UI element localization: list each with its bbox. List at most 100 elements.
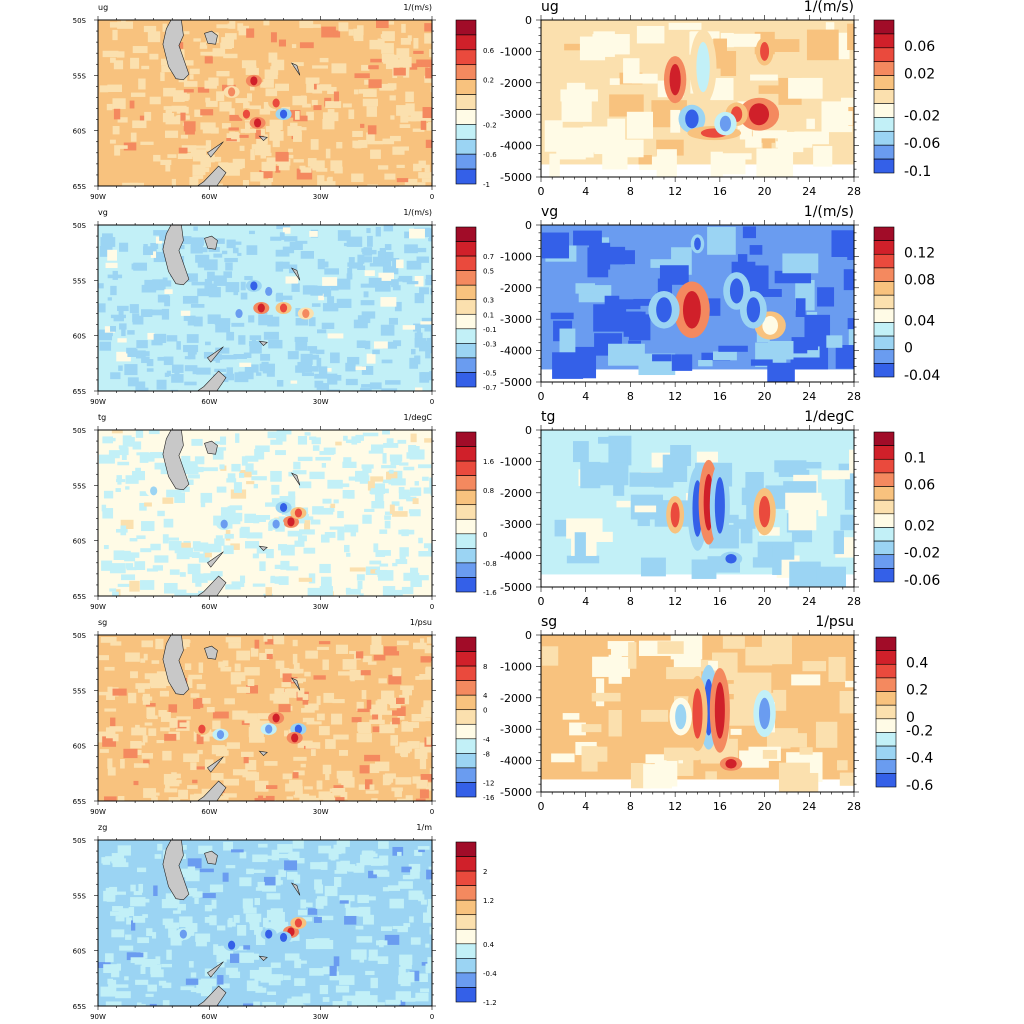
map-cell xyxy=(370,977,378,989)
map-cell xyxy=(282,227,291,234)
section-cell xyxy=(847,23,854,51)
map-cell xyxy=(131,727,147,736)
map-cell xyxy=(192,175,204,179)
section-cell xyxy=(636,25,665,44)
map-cell xyxy=(167,154,177,158)
map-cell xyxy=(131,920,136,931)
colorbar-label: 0.02 xyxy=(904,518,935,534)
map-cell xyxy=(339,975,355,985)
map-cell xyxy=(190,972,197,978)
colorbar-swatch xyxy=(455,885,477,901)
map-cell xyxy=(169,718,178,728)
map-cell xyxy=(204,759,214,770)
map-cell xyxy=(311,303,321,307)
map-cell xyxy=(259,170,273,179)
panel-units: 1/(m/s) xyxy=(804,0,854,15)
map-cell xyxy=(342,490,355,499)
colorbar-swatch xyxy=(455,94,477,110)
map-cell xyxy=(187,349,197,355)
map-cell xyxy=(275,151,289,162)
map-anomaly xyxy=(253,118,262,128)
section-cell xyxy=(828,656,846,682)
map-cell xyxy=(377,710,393,715)
colorbar-swatch xyxy=(455,841,477,857)
map-cell xyxy=(183,753,200,763)
map-cell xyxy=(335,644,349,654)
map-panel-vg xyxy=(98,225,432,391)
map-cell xyxy=(327,373,338,385)
land-mass xyxy=(204,235,218,250)
map-cell xyxy=(204,56,213,64)
map-cell xyxy=(249,342,262,354)
map-cell xyxy=(300,251,314,259)
panel-title: tg xyxy=(98,413,106,422)
map-cell xyxy=(264,855,276,860)
map-cell xyxy=(408,446,420,455)
map-cell xyxy=(202,467,218,472)
map-cell xyxy=(240,292,248,300)
map-cell xyxy=(304,432,311,436)
map-cell xyxy=(239,851,247,859)
map-cell xyxy=(216,486,227,493)
map-cell xyxy=(239,952,255,963)
map-cell xyxy=(223,271,233,278)
section-cell xyxy=(574,532,586,561)
map-cell xyxy=(105,727,116,739)
map-cell xyxy=(427,898,432,909)
section-cell xyxy=(609,308,627,327)
map-cell xyxy=(230,849,244,853)
map-cell xyxy=(389,135,401,142)
map-cell xyxy=(153,251,169,263)
map-cell xyxy=(187,563,201,575)
map-cell xyxy=(144,279,160,286)
colorbar-label: -0.2 xyxy=(483,121,497,129)
y-tick-label: -4000 xyxy=(500,550,532,563)
map-cell xyxy=(150,251,157,258)
map-cell xyxy=(207,574,221,581)
map-cell xyxy=(384,520,391,529)
map-cell xyxy=(394,788,402,798)
map-cell xyxy=(366,106,377,117)
map-cell xyxy=(388,674,402,685)
map-cell xyxy=(218,162,229,172)
map-cell xyxy=(312,506,324,515)
map-cell xyxy=(429,957,432,962)
map-cell xyxy=(330,160,343,172)
map-cell xyxy=(176,553,190,560)
map-cell xyxy=(384,934,400,945)
section-cell xyxy=(666,667,702,680)
map-cell xyxy=(380,297,397,307)
map-cell xyxy=(120,519,134,529)
map-cell xyxy=(111,971,119,977)
map-cell xyxy=(222,872,229,882)
map-cell xyxy=(403,572,420,581)
map-cell xyxy=(364,79,372,85)
map-cell xyxy=(264,639,275,645)
map-cell xyxy=(192,164,206,176)
map-cell xyxy=(183,81,198,87)
map-cell xyxy=(330,503,336,508)
map-cell xyxy=(265,126,281,132)
map-cell xyxy=(384,781,392,785)
map-cell xyxy=(382,341,398,349)
map-anomaly xyxy=(265,929,273,939)
map-cell xyxy=(245,455,259,462)
map-cell xyxy=(398,881,413,889)
map-cell xyxy=(226,478,237,483)
map-cell xyxy=(183,466,199,475)
map-cell xyxy=(350,671,355,682)
map-cell xyxy=(272,137,280,148)
map-cell xyxy=(156,740,165,744)
map-cell xyxy=(392,146,405,155)
map-cell xyxy=(417,846,430,850)
map-cell xyxy=(292,840,304,849)
colorbar-swatch xyxy=(455,460,477,476)
colorbar-label: 0.8 xyxy=(483,487,494,495)
colorbar-label: 0.2 xyxy=(483,77,494,85)
map-cell xyxy=(135,683,151,689)
map-cell xyxy=(286,796,294,800)
map-anomaly xyxy=(242,109,251,119)
map-cell xyxy=(263,79,274,88)
colorbar-swatch xyxy=(873,47,895,63)
x-tick-label: 60W xyxy=(201,398,217,406)
